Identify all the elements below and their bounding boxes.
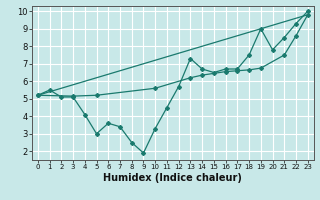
X-axis label: Humidex (Indice chaleur): Humidex (Indice chaleur)	[103, 173, 242, 183]
